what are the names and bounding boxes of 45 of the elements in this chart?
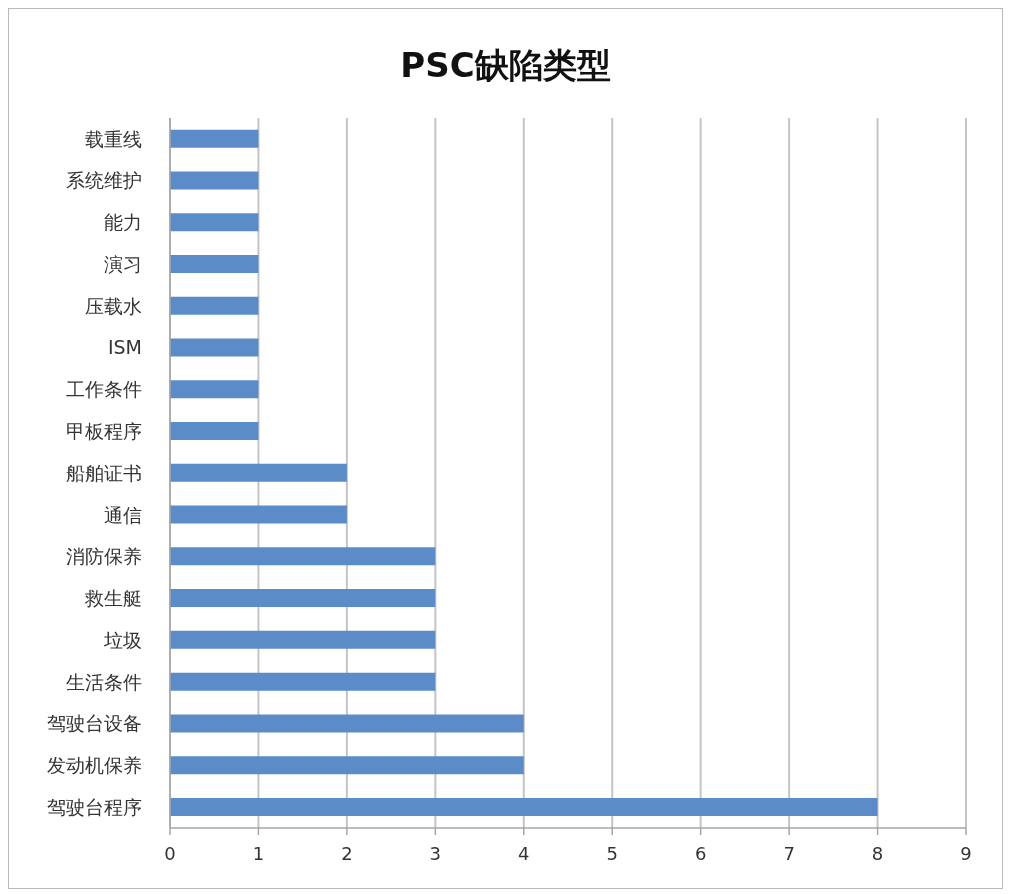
y-tick-label: 发动机保养 <box>47 754 142 777</box>
y-tick-label: 垃圾 <box>103 628 142 651</box>
y-tick-label: 通信 <box>104 503 142 526</box>
x-tick-label: 6 <box>694 842 707 864</box>
bar <box>170 463 347 482</box>
bar <box>170 129 259 148</box>
x-tick-label: 0 <box>164 842 176 864</box>
bar <box>170 589 436 608</box>
bar <box>170 714 524 733</box>
bar <box>170 422 259 441</box>
x-tick-label: 7 <box>783 842 795 864</box>
bar <box>170 338 259 357</box>
y-tick-label: 工作条件 <box>66 378 142 401</box>
y-tick-label: 系统维护 <box>66 169 142 192</box>
y-tick-label: 甲板程序 <box>66 419 142 442</box>
bar <box>170 547 436 566</box>
y-tick-label: 载重线 <box>85 127 142 150</box>
y-tick-label: 生活条件 <box>66 670 142 693</box>
x-tick-label: 3 <box>429 842 442 864</box>
bar <box>170 213 259 232</box>
bar <box>170 505 347 524</box>
bar <box>170 672 436 691</box>
x-tick-label: 4 <box>518 842 530 864</box>
x-tick-label: 2 <box>341 842 353 864</box>
y-tick-label: 能力 <box>104 211 142 234</box>
x-tick-label: 8 <box>871 842 884 864</box>
bar <box>170 797 878 816</box>
bar <box>170 296 259 315</box>
bar <box>170 756 524 775</box>
x-tick-label: 9 <box>960 842 972 864</box>
y-tick-label: 船舶证书 <box>66 461 142 484</box>
y-tick-label: 演习 <box>104 252 142 275</box>
y-tick-label: 救生艇 <box>84 587 142 610</box>
chart-title: PSC缺陷类型 <box>399 45 612 85</box>
y-tick-label: 消防保养 <box>66 545 142 568</box>
bar <box>170 254 259 273</box>
y-tick-label: 驾驶台设备 <box>47 712 142 735</box>
bar <box>170 630 436 649</box>
x-tick-label: 1 <box>252 842 265 864</box>
bar <box>170 171 259 190</box>
y-tick-label: 压载水 <box>85 294 142 317</box>
y-tick-label: ISM <box>107 336 142 359</box>
y-tick-label: 驾驶台程序 <box>47 795 142 818</box>
bar <box>170 380 259 399</box>
x-tick-label: 5 <box>606 842 618 864</box>
